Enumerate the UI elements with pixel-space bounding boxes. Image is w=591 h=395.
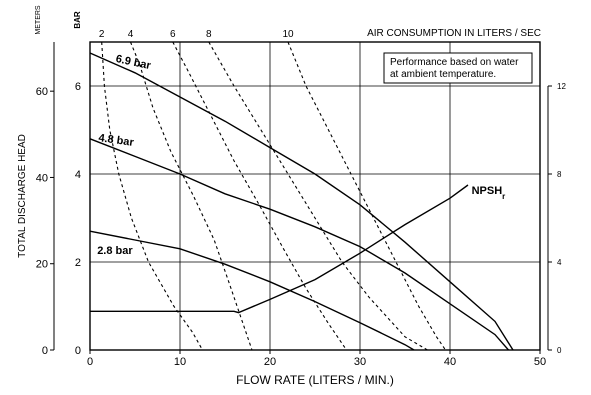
meters-tick-label: 40 xyxy=(36,172,48,184)
air-curve-8 xyxy=(208,41,428,351)
air-tick-label: 10 xyxy=(282,29,294,40)
air-curve-4 xyxy=(129,41,253,351)
bar-tick-label: 0 xyxy=(75,345,81,357)
air-curve-2 xyxy=(101,41,203,351)
right-tick-label: 4 xyxy=(557,258,562,267)
note-line-2: at ambient temperature. xyxy=(390,69,496,80)
y-axis-title: TOTAL DISCHARGE HEAD xyxy=(17,134,28,258)
x-axis-title: FLOW RATE (LITERS / MIN.) xyxy=(236,373,394,387)
curve-labels-group: 6.9 bar 4.8 bar 2.8 bar NPSHr xyxy=(97,53,505,257)
x-tick-label: 30 xyxy=(354,356,366,368)
meters-tick-label: 0 xyxy=(42,345,48,357)
series-line-npshr xyxy=(90,184,469,314)
series-line-2-8-bar xyxy=(89,230,415,351)
air-tick-label: 2 xyxy=(99,29,105,40)
bar-tick-label: 6 xyxy=(75,81,81,93)
note-line-1: Performance based on water xyxy=(390,57,519,68)
air-curve-6 xyxy=(172,41,347,351)
air-curve-10 xyxy=(287,41,446,351)
left-unit-label: METERS xyxy=(35,5,42,35)
curve-label: 2.8 bar xyxy=(97,245,133,257)
note-box xyxy=(383,52,533,84)
curve-label: 6.9 bar xyxy=(115,53,153,72)
x-tick-label: 10 xyxy=(174,356,186,368)
curve-label: NPSHr xyxy=(472,185,506,201)
top-axis-label: AIR CONSUMPTION IN LITERS / SEC xyxy=(367,28,541,39)
x-tick-label: 0 xyxy=(87,356,93,368)
right-tick-label: 0 xyxy=(557,346,562,355)
bar-tick-label: 2 xyxy=(75,257,81,269)
series-group xyxy=(89,41,514,351)
series-line-6-9-bar xyxy=(89,52,514,351)
right-tick-label: 8 xyxy=(557,170,562,179)
bar-tick-label: 4 xyxy=(75,169,81,181)
meters-tick-label: 60 xyxy=(36,86,48,98)
bar-unit-label: BAR xyxy=(73,11,82,29)
x-tick-label: 20 xyxy=(264,356,276,368)
series-line-4-8-bar xyxy=(89,138,510,351)
x-tick-label: 50 xyxy=(534,356,546,368)
curve-label: 4.8 bar xyxy=(98,132,136,149)
right-tick-label: 12 xyxy=(557,82,566,91)
air-tick-label: 8 xyxy=(206,29,212,40)
x-tick-label: 40 xyxy=(444,356,456,368)
meters-tick-label: 20 xyxy=(36,259,48,271)
curve-label-subscript: r xyxy=(502,191,505,200)
air-tick-label: 6 xyxy=(170,29,176,40)
plot-frame xyxy=(89,41,541,351)
air-tick-label: 4 xyxy=(128,29,134,40)
